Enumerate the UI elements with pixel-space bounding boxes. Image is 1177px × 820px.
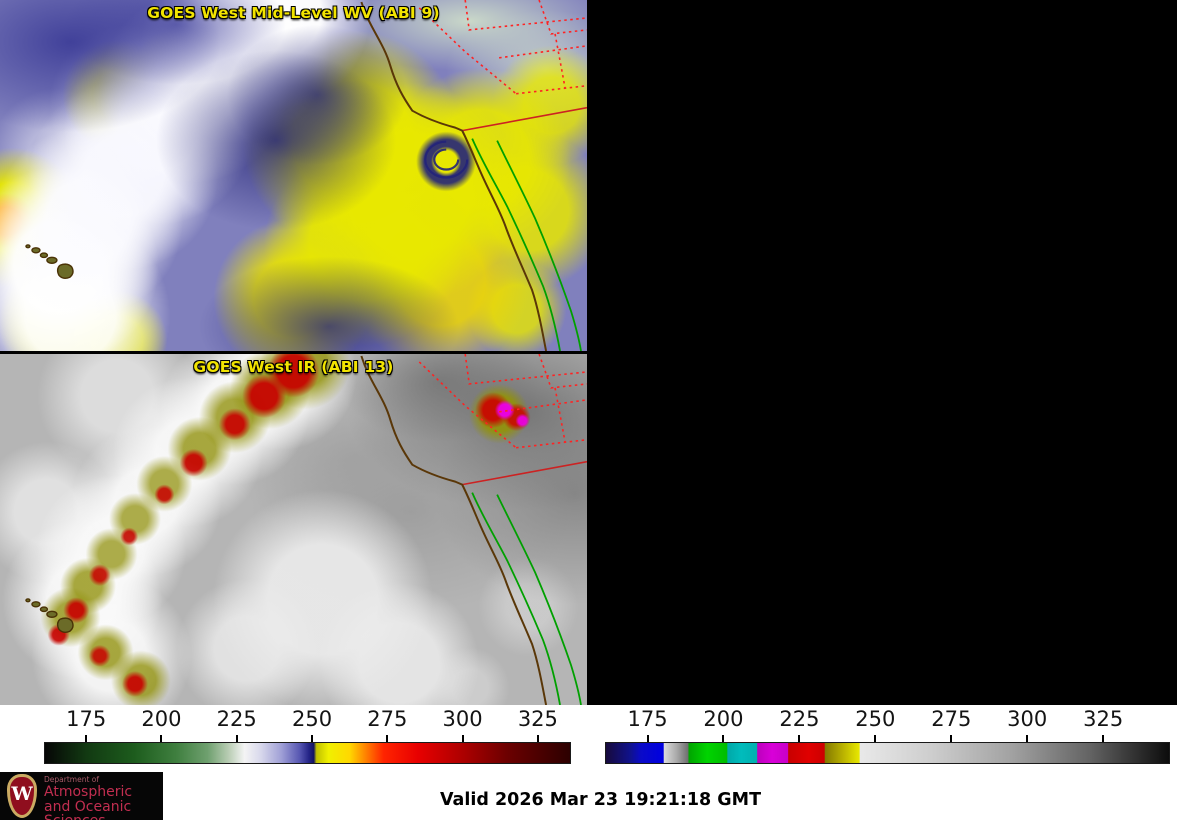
colorbar-tick-mark — [1026, 735, 1029, 742]
colorbar-tick-label: 200 — [141, 707, 182, 731]
state-borders-dotted — [418, 0, 587, 95]
colorbar-footer-strip: 175 200 225 250 275 300 325 175 200 225 250 275 300… — [0, 705, 1177, 820]
colorbar-tick-label: 275 — [931, 707, 972, 731]
colorbar-water-vapor-gradient — [44, 742, 571, 764]
colorbar-ir: 175 200 225 250 275 300 325 — [605, 705, 1170, 765]
colorbar-tick-label: 325 — [1083, 707, 1124, 731]
colorbar-tick-label: 175 — [627, 707, 668, 731]
valid-timestamp: Valid 2026 Mar 23 19:21:18 GMT — [439, 790, 762, 810]
colorbar-tick-label: 325 — [517, 707, 558, 731]
colorbar-tick-mark — [722, 735, 725, 742]
colorbar-water-vapor: 175 200 225 250 275 300 325 — [44, 705, 571, 765]
colorbar-tick-label: 250 — [291, 707, 333, 731]
cyclone-swirl — [424, 140, 469, 179]
colorbar-tick-label: 200 — [703, 707, 744, 731]
us-mexico-border-line — [462, 460, 587, 486]
colorbar-tick-mark — [1102, 735, 1105, 742]
gulf-of-california-outline — [471, 492, 582, 705]
coastline-path — [360, 355, 548, 705]
us-mexico-border-line — [462, 106, 587, 132]
colorbar-tick-label: 275 — [367, 707, 408, 731]
logo-name-line2: and Oceanic Sciences — [44, 798, 132, 820]
colorbar-tick-label: 300 — [1007, 707, 1048, 731]
panel-ir: GOES West IR (ABI 13) — [0, 354, 587, 705]
coastline-path — [360, 1, 548, 351]
colorbar-tick-label: 225 — [216, 707, 257, 731]
colorbar-tick-label: 250 — [855, 707, 896, 731]
colorbar-tick-mark — [235, 735, 238, 742]
uw-crest-icon: W — [7, 774, 37, 818]
logo-department-label: Department of — [44, 775, 99, 784]
colorbar-tick-mark — [311, 735, 314, 742]
state-borders-dotted — [418, 354, 587, 449]
colorbar-tick-mark — [461, 735, 464, 742]
hawaii-islands — [25, 598, 74, 634]
colorbar-tick-mark — [798, 735, 801, 742]
colorbar-tick-mark — [536, 735, 539, 742]
uw-crest-monogram: W — [11, 783, 33, 805]
panel-mid-level-wv: GOES West Mid-Level WV (ABI 9) — [0, 0, 587, 351]
hawaii-islands — [25, 244, 74, 280]
colorbar-tick-mark — [160, 735, 163, 742]
panel-title-abi13: GOES West IR (ABI 13) — [193, 358, 394, 376]
colorbar-tick-mark — [874, 735, 877, 742]
logo-text-block: Department of Atmospheric and Oceanic Sc… — [44, 776, 163, 820]
colorbar-ir-gradient — [605, 742, 1170, 764]
satellite-panel-grid: GOES West Upper-Level WV (ABI 8) — [0, 0, 1177, 705]
colorbar-tick-label: 225 — [779, 707, 820, 731]
colorbar-tick-mark — [646, 735, 649, 742]
logo-name-line1: Atmospheric — [44, 783, 133, 800]
uw-aos-logo: W Department of Atmospheric and Oceanic … — [0, 772, 163, 820]
geo-overlay-abi13 — [25, 354, 587, 705]
colorbar-tick-label: 300 — [442, 707, 483, 731]
panel-title-abi9: GOES West Mid-Level WV (ABI 9) — [147, 4, 440, 22]
colorbar-tick-mark — [386, 735, 389, 742]
colorbar-tick-mark — [85, 735, 88, 742]
colorbar-tick-mark — [950, 735, 953, 742]
colorbar-tick-label: 175 — [66, 707, 107, 731]
gulf-of-california-outline — [471, 138, 582, 351]
geo-overlay-abi9 — [25, 0, 587, 351]
